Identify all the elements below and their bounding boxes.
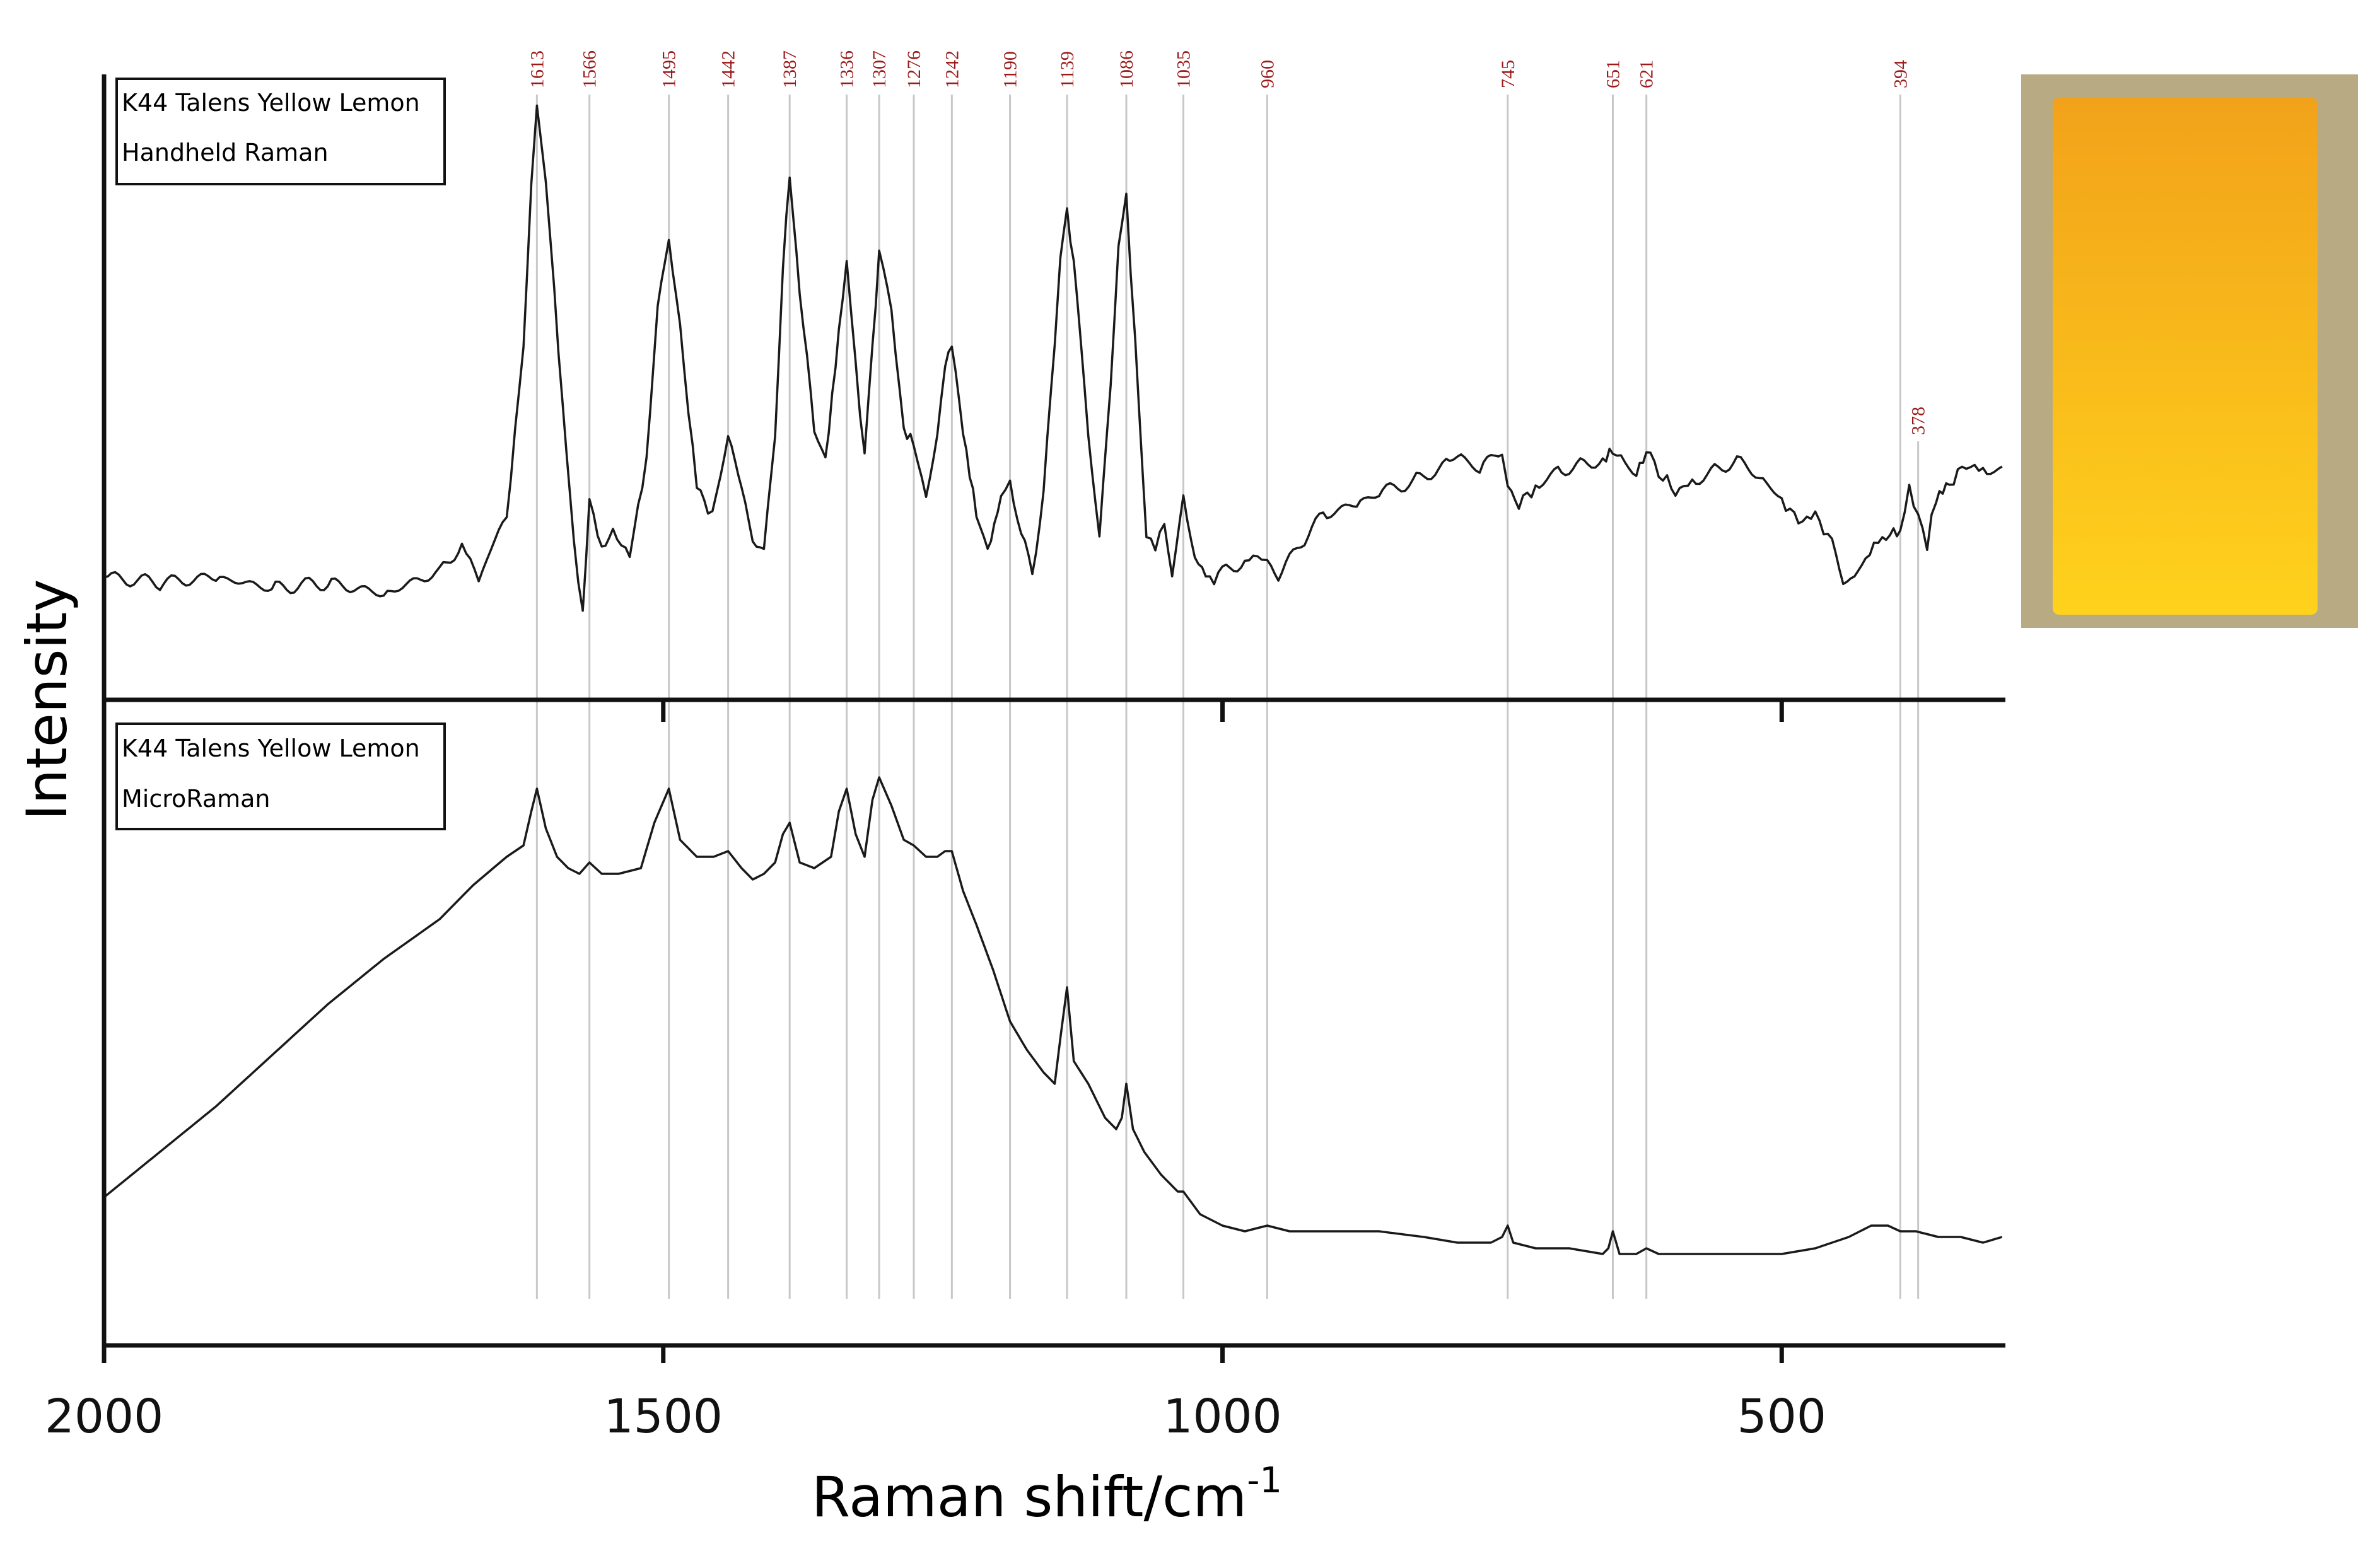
legend-handheld-line1: K44 Talens Yellow Lemon (122, 89, 420, 117)
peak-label-1613: 1613 (527, 50, 547, 88)
peak-label-1387: 1387 (779, 50, 800, 88)
peak-labels: 1613 1566 1495 1442 1387 1336 1307 1276 1242 1190… (527, 50, 1928, 435)
peak-label-651: 651 (1602, 60, 1623, 88)
peak-label-960: 960 (1257, 60, 1278, 88)
x-axis-title-main: Raman shift/cm (812, 1465, 1247, 1529)
peak-label-621: 621 (1636, 60, 1657, 88)
legend-micro-line1: K44 Talens Yellow Lemon (122, 734, 420, 762)
legend-micro-line2: MicroRaman (122, 785, 271, 813)
series-handheld-raman (103, 104, 2003, 612)
x-axis-ticks: 2000 1500 1000 500 (45, 700, 1826, 1444)
spectra-series (103, 104, 2003, 1255)
legend-handheld-line2: Handheld Raman (122, 139, 329, 166)
series-microraman (103, 776, 2003, 1255)
peak-label-378: 378 (1908, 407, 1929, 435)
peak-label-1336: 1336 (837, 50, 858, 88)
legend-handheld: K44 Talens Yellow Lemon Handheld Raman (115, 78, 446, 185)
peak-label-1566: 1566 (580, 50, 600, 88)
peak-label-1307: 1307 (869, 50, 890, 88)
peak-label-1035: 1035 (1173, 50, 1194, 88)
x-tick-label-500: 500 (1737, 1390, 1826, 1444)
paint-swatch-image (2021, 74, 2358, 628)
x-axis-title: Raman shift/cm-1 (812, 1460, 1282, 1529)
peak-label-394: 394 (1890, 60, 1911, 88)
peak-label-1190: 1190 (1000, 51, 1021, 88)
peak-label-1139: 1139 (1057, 51, 1078, 88)
axes (102, 74, 2005, 1348)
peak-label-1242: 1242 (942, 50, 962, 88)
peak-reference-lines (535, 95, 1920, 1299)
peak-label-745: 745 (1498, 60, 1519, 88)
peak-label-1276: 1276 (904, 50, 925, 88)
peak-label-1086: 1086 (1116, 50, 1137, 88)
peak-label-1495: 1495 (659, 50, 680, 88)
x-tick-label-1000: 1000 (1163, 1390, 1281, 1444)
x-axis-title-superscript: -1 (1247, 1460, 1282, 1501)
x-tick-label-1500: 1500 (604, 1390, 723, 1444)
y-axis-title: Intensity (15, 579, 79, 820)
peak-label-1442: 1442 (718, 50, 739, 88)
legend-microraman: K44 Talens Yellow Lemon MicroRaman (115, 723, 446, 830)
x-tick-label-2000: 2000 (45, 1390, 163, 1444)
